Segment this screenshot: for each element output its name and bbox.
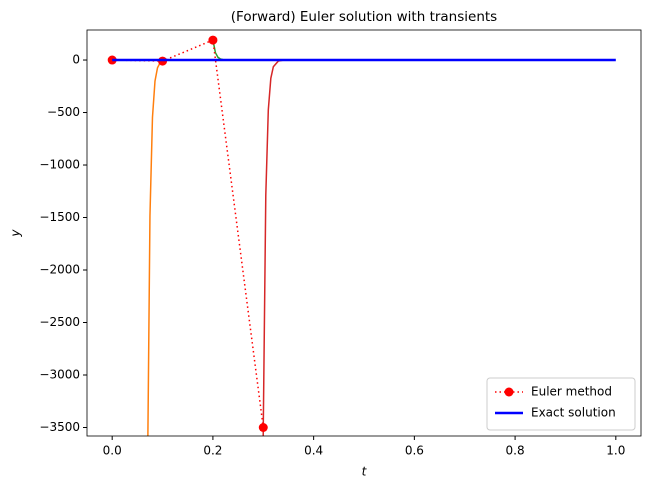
- y-axis-label: y: [9, 229, 23, 238]
- y-tick-label: −500: [47, 105, 80, 119]
- data-point: [208, 35, 218, 45]
- series-line: [212, 39, 264, 61]
- x-axis-label: t: [362, 465, 368, 479]
- legend-label: Euler method: [531, 385, 612, 399]
- y-tick-label: −2500: [39, 315, 80, 329]
- axes-frame: [86, 29, 642, 437]
- y-tick-label: 0: [72, 53, 80, 67]
- x-tick-label: 0.8: [506, 444, 525, 458]
- y-tick-label: −1000: [39, 158, 80, 172]
- series-line: [262, 59, 314, 436]
- series-line: [147, 59, 213, 436]
- series-line: [112, 39, 265, 428]
- y-tick-label: −3500: [39, 420, 80, 434]
- x-tick-label: 0.0: [103, 444, 122, 458]
- x-tick-label: 0.6: [405, 444, 424, 458]
- x-tick-label: 0.4: [304, 444, 323, 458]
- plot-area: [107, 35, 616, 436]
- legend-label: Exact solution: [531, 406, 616, 420]
- chart-title: (Forward) Euler solution with transients: [231, 9, 497, 25]
- x-tick-label: 0.2: [203, 444, 222, 458]
- x-tick-label: 1.0: [606, 444, 625, 458]
- data-point: [258, 422, 268, 432]
- y-tick-label: −3000: [39, 368, 80, 382]
- y-tick-label: −2000: [39, 263, 80, 277]
- legend-box: [486, 377, 636, 431]
- y-tick-label: −1500: [39, 210, 80, 224]
- legend-marker: [504, 387, 514, 397]
